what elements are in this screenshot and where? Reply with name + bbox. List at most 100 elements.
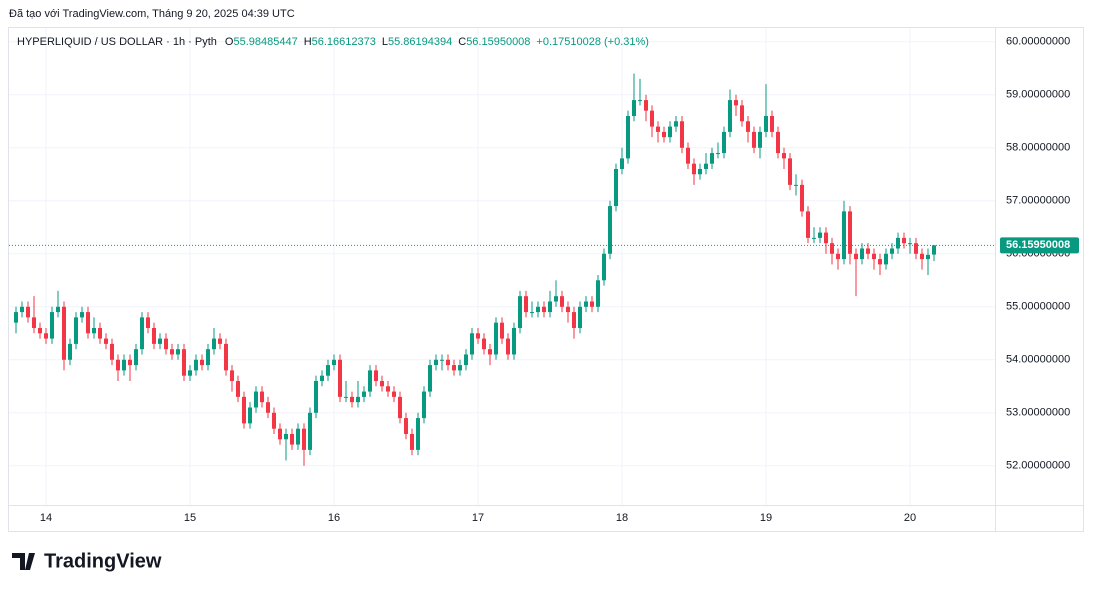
candle-body	[650, 110, 654, 127]
candle-body	[512, 327, 516, 355]
logo: TradingView	[12, 550, 162, 572]
x-tick-label: 16	[328, 512, 340, 524]
candle-body	[476, 333, 480, 339]
candle-body	[890, 248, 894, 254]
candle-body	[782, 153, 786, 159]
candle-body	[386, 386, 390, 392]
candle-body	[308, 412, 312, 450]
candle-body	[92, 327, 96, 334]
candle-body	[158, 338, 162, 344]
candle-body	[248, 407, 252, 424]
candle-body	[602, 253, 606, 281]
candle-body	[758, 131, 762, 148]
candle-body	[218, 338, 222, 344]
candle-body	[266, 402, 270, 413]
x-tick-label: 15	[184, 512, 196, 524]
x-tick-label: 20	[904, 512, 916, 524]
candle-body	[20, 306, 24, 313]
candle-body	[176, 349, 180, 355]
candle-body	[608, 206, 612, 254]
candle-body	[314, 380, 318, 413]
ohlc-letter: L	[382, 36, 388, 48]
candle-body	[332, 359, 336, 366]
candle-body	[290, 433, 294, 445]
y-tick-label: 53.00000000	[1006, 407, 1070, 419]
candle-body	[452, 365, 456, 371]
candle-body	[710, 153, 714, 164]
candle-body	[896, 237, 900, 249]
candle-body	[344, 396, 348, 398]
candle-body	[578, 306, 582, 328]
candle-body	[422, 391, 426, 419]
candle-body	[416, 418, 420, 450]
candle-body	[926, 254, 930, 260]
candle-body	[674, 121, 678, 127]
candle-body	[590, 301, 594, 307]
candle-body	[296, 428, 300, 445]
y-tick-label: 54.00000000	[1006, 354, 1070, 366]
ohlc-value: 55.98485447	[233, 36, 297, 48]
candle-body	[644, 100, 648, 111]
candle-body	[56, 306, 60, 313]
logo-icon	[12, 553, 35, 570]
last-price-label: 56.15950008	[1006, 239, 1070, 251]
candle-body	[662, 131, 666, 138]
x-tick-label: 19	[760, 512, 772, 524]
candle-body	[26, 306, 30, 318]
candle-body	[542, 306, 546, 313]
ohlc-value: 56.16612373	[312, 36, 376, 48]
candle-body	[752, 131, 756, 148]
candle-body	[200, 359, 204, 366]
candle-body	[620, 158, 624, 169]
candle-body	[464, 354, 468, 366]
candle-body	[170, 349, 174, 355]
y-tick-label: 52.00000000	[1006, 460, 1070, 472]
ohlc-letter: H	[304, 36, 312, 48]
candle-body	[116, 359, 120, 371]
candle-body	[860, 248, 864, 260]
candle-body	[908, 243, 912, 245]
y-tick-label: 59.00000000	[1006, 89, 1070, 101]
candle-body	[932, 245, 936, 255]
candle-body	[614, 168, 618, 207]
candle-body	[770, 115, 774, 132]
candle-body	[32, 317, 36, 328]
ohlc-letter: C	[458, 36, 466, 48]
candle-body	[734, 100, 738, 106]
candle-body	[764, 115, 768, 132]
x-tick-label: 14	[40, 512, 52, 524]
candle-body	[656, 126, 660, 132]
candle-body	[506, 338, 510, 355]
candle-body	[728, 100, 732, 132]
candle-body	[572, 312, 576, 328]
candle-body	[338, 359, 342, 397]
candle-body	[398, 396, 402, 419]
candle-body	[806, 211, 810, 238]
candle-body	[44, 333, 48, 339]
candle-body	[242, 396, 246, 424]
candle-body	[404, 418, 408, 434]
candle-body	[104, 338, 108, 344]
ohlc-value: 56.15950008	[466, 36, 530, 48]
candle-body	[182, 349, 186, 376]
frame	[8, 27, 1084, 532]
candle-body	[914, 243, 918, 254]
candle-body	[872, 253, 876, 260]
candle-body	[716, 153, 720, 155]
candle-body	[830, 243, 834, 254]
candle-body	[392, 391, 396, 397]
symbol: HYPERLIQUID / US DOLLAR · 1h · Pyth	[17, 36, 217, 48]
candle-body	[812, 237, 816, 239]
candle-body	[596, 280, 600, 307]
candle-body	[272, 412, 276, 429]
y-tick-label: 57.00000000	[1006, 195, 1070, 207]
candle-body	[740, 105, 744, 122]
caption: Đã tạo với TradingView.com, Tháng 9 20, …	[9, 8, 295, 20]
candle-body	[98, 327, 102, 339]
candle-body	[446, 359, 450, 366]
candle-body	[230, 370, 234, 381]
candle-body	[884, 253, 888, 265]
candle-body	[680, 121, 684, 148]
candle-body	[692, 163, 696, 175]
